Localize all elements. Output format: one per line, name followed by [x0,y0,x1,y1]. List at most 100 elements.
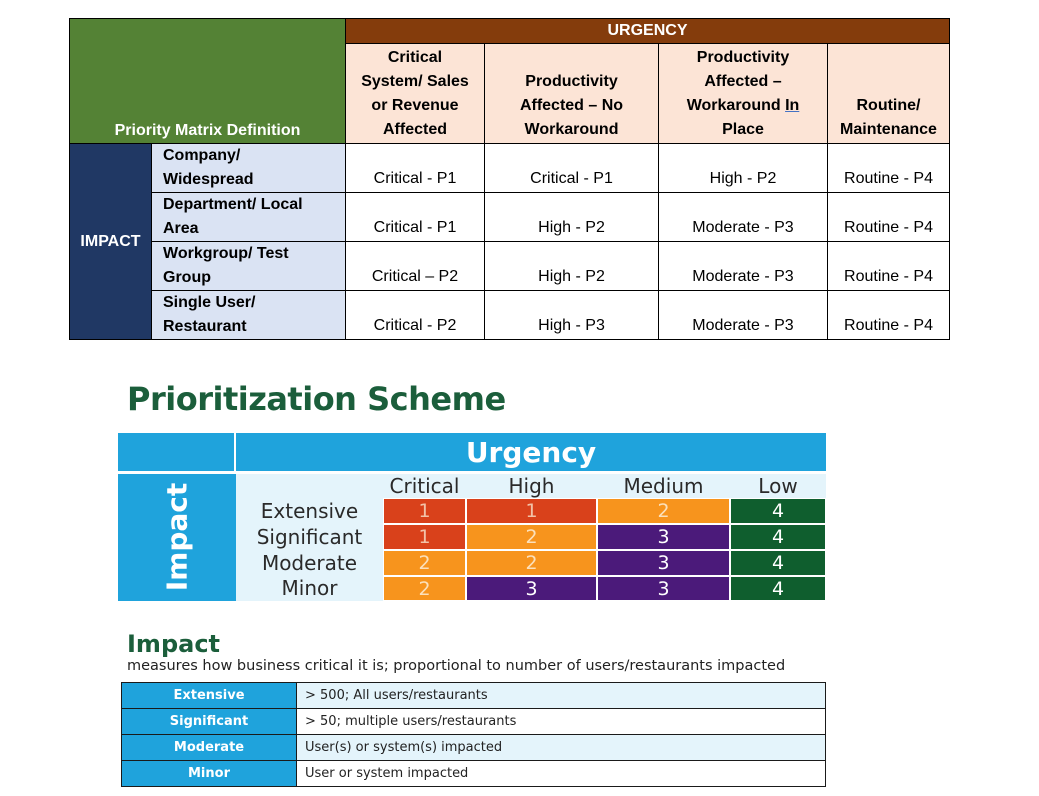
scheme-divider [118,471,826,474]
row-label-line: Restaurant [163,318,247,335]
matrix-column-header: Productivity Affected – Workaround In Pl… [658,43,828,144]
impact-row-label: Extensive [121,682,297,709]
row-label-line: Group [163,269,211,286]
matrix-impact-label: IMPACT [69,143,152,340]
scheme-col-header-high: High [508,474,555,498]
scheme-row-label-extensive: Extensive [260,499,359,523]
prioritization-scheme-grid: Urgency Impact Critical High Medium Low … [118,433,826,601]
header-line: Productivity [696,49,790,66]
impact-row: Moderate User(s) or system(s) impacted [121,734,826,761]
scheme-row-label-significant: Significant [256,525,363,549]
matrix-cell: Critical - P1 [345,143,485,193]
scheme-col-header-low: Low [758,474,798,498]
impact-section-subtitle: measures how business critical it is; pr… [127,658,786,674]
scheme-priority-cell: 1 [383,524,466,550]
scheme-impact-block: Impact [118,474,236,601]
scheme-priority-cell: 2 [466,550,597,576]
scheme-priority-cell: 2 [597,498,730,524]
header-line: Productivity [525,73,618,90]
impact-row: Significant > 50; multiple users/restaur… [121,708,826,735]
impact-row-label: Moderate [121,734,297,761]
matrix-cell: Moderate - P3 [658,241,828,291]
row-label-line: Department/ Local [163,196,303,213]
matrix-corner-label: Priority Matrix Definition [69,18,346,144]
scheme-priority-cell: 3 [597,524,730,550]
priority-matrix-table: Priority Matrix Definition URGENCY Criti… [69,18,950,340]
impact-row-desc: > 50; multiple users/restaurants [296,708,826,735]
matrix-cell: Critical - P1 [484,143,659,193]
scheme-priority-cell: 3 [466,576,597,601]
row-label-line: Workgroup/ Test [163,245,289,262]
scheme-priority-cell: 1 [466,498,597,524]
scheme-priority-cell: 2 [383,576,466,601]
scheme-priority-cell: 3 [597,576,730,601]
scheme-priority-cell: 3 [597,550,730,576]
matrix-row-label: Single User/ Restaurant [151,290,346,340]
matrix-row-label: Company/ Widespread [151,143,346,193]
matrix-column-header-row: Critical System/ Sales or Revenue Affect… [70,43,950,144]
matrix-cell: Routine - P4 [827,290,950,340]
scheme-row-label-moderate: Moderate [261,551,358,575]
impact-row-desc: User or system impacted [296,760,826,787]
matrix-row-label: Department/ Local Area [151,192,346,242]
matrix-cell: Critical - P2 [345,290,485,340]
impact-row: Minor User or system impacted [121,760,826,787]
scheme-priority-cell: 4 [730,576,826,601]
matrix-cell: Critical – P2 [345,241,485,291]
impact-row-label: Minor [121,760,297,787]
scheme-title: Prioritization Scheme [127,380,506,418]
header-line: Workaround [524,121,619,138]
scheme-col-header-medium: Medium [623,474,704,498]
row-label-line: Widespread [163,171,254,188]
scheme-urgency-header: Urgency [236,433,826,471]
header-line: Affected [382,121,447,138]
matrix-cell: High - P3 [484,290,659,340]
matrix-column-header: Routine/ Maintenance [827,43,950,144]
scheme-priority-cell: 2 [466,524,597,550]
impact-row-label: Significant [121,708,297,735]
impact-row-desc: > 500; All users/restaurants [296,682,826,709]
scheme-priority-cell: 4 [730,498,826,524]
header-line: Critical [387,49,443,66]
impact-definition-table: Extensive > 500; All users/restaurants S… [121,682,826,787]
header-line: or Revenue [371,97,459,114]
matrix-cell: Moderate - P3 [658,290,828,340]
matrix-row: Department/ Local Area Critical - P1 Hig… [70,192,950,242]
header-line: Workaround In [686,97,800,114]
row-label-line: Single User/ [163,294,256,311]
matrix-cell: Routine - P4 [827,143,950,193]
matrix-cell: High - P2 [484,192,659,242]
scheme-row-label-minor: Minor [281,576,338,600]
matrix-row-label: Workgroup/ Test Group [151,241,346,291]
scheme-impact-label: Impact [160,482,194,592]
scheme-priority-cell: 4 [730,524,826,550]
scheme-priority-cell: 4 [730,550,826,576]
matrix-cell: Routine - P4 [827,241,950,291]
header-line: Affected – [704,73,782,90]
matrix-row: IMPACT Company/ Widespread Critical - P1… [69,143,950,340]
matrix-urgency-row: Priority Matrix Definition URGENCY [69,18,950,144]
impact-section-title: Impact [127,630,221,658]
header-line: Maintenance [840,121,937,138]
scheme-col-header-critical: Critical [389,474,460,498]
matrix-row: Single User/ Restaurant Critical - P2 Hi… [70,290,950,340]
header-line: Routine/ [856,97,921,114]
scheme-priority-cell: 2 [383,550,466,576]
matrix-cell: High - P2 [484,241,659,291]
header-line: Place [722,121,764,138]
scheme-priority-cell: 1 [383,498,466,524]
matrix-cell: High - P2 [658,143,828,193]
underlined-word: In [785,97,800,114]
matrix-row: Workgroup/ Test Group Critical – P2 High… [70,241,950,291]
matrix-cell: Critical - P1 [345,192,485,242]
row-label-line: Area [163,220,199,237]
impact-row: Extensive > 500; All users/restaurants [121,682,826,709]
matrix-cell: Moderate - P3 [658,192,828,242]
scheme-corner-block [118,433,236,471]
header-line: Affected – No [519,97,624,114]
header-line: System/ Sales [361,73,469,90]
matrix-column-header: Critical System/ Sales or Revenue Affect… [345,43,485,144]
impact-row-desc: User(s) or system(s) impacted [296,734,826,761]
row-label-line: Company/ [163,147,241,164]
matrix-column-header: Productivity Affected – No Workaround [484,43,659,144]
